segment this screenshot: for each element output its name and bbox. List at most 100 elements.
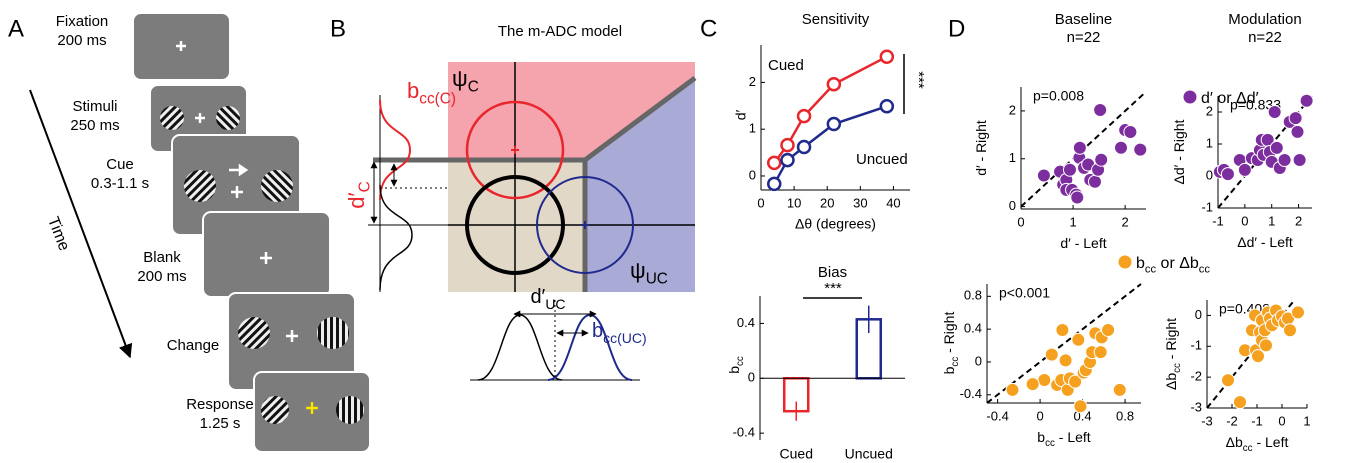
data-point: [1299, 93, 1314, 108]
label-part: cc: [1199, 264, 1211, 276]
x-tick-label: Uncued: [845, 446, 893, 462]
data-point: [1072, 140, 1087, 155]
y-tick-label: 0: [975, 353, 982, 368]
decision-distributions: [368, 95, 640, 381]
label-part: cc(UC): [603, 330, 647, 346]
data-point: [1058, 353, 1073, 368]
data-point: [766, 155, 782, 171]
label-part: b: [407, 78, 419, 103]
y-tick-label: -3: [1190, 399, 1202, 414]
data-point: [1037, 373, 1052, 388]
data-point: [1025, 377, 1040, 392]
data-point: [1114, 140, 1128, 155]
chart-title: Sensitivity: [802, 11, 870, 28]
y-axis-label: Δd′ - Right: [1171, 119, 1187, 184]
x-tick-label: 30: [853, 195, 867, 210]
x-tick-label: 1: [1069, 214, 1076, 229]
data-point: [1068, 374, 1083, 389]
data-point: [826, 116, 842, 132]
y-tick-label: -1: [1201, 199, 1213, 214]
x-tick-label: 0: [1017, 214, 1024, 229]
data-point: [1288, 111, 1303, 126]
y-tick-label: -2: [1190, 369, 1202, 384]
step-name: Fixation: [56, 13, 109, 30]
data-point: [766, 176, 782, 192]
data-point: [1005, 382, 1020, 397]
y-tick-label: 2: [1206, 103, 1213, 118]
sensitivity-label: d′C: [344, 181, 374, 209]
label-part: UC: [646, 271, 668, 288]
x-tick-label: 40: [886, 195, 900, 210]
x-axis-label: d′ - Left: [1060, 235, 1106, 251]
data-point: [1237, 162, 1252, 177]
gratings: [160, 106, 364, 424]
label-part: - Left: [1253, 434, 1289, 450]
label-part: d′ - Left: [1060, 235, 1106, 251]
chart-title: Modulation: [1228, 11, 1301, 28]
label-part: - Right: [941, 312, 957, 357]
data-point: [1062, 162, 1077, 177]
y-tick-label: 0: [1206, 167, 1213, 182]
legend-label: bcc or Δbcc: [1136, 255, 1210, 275]
data-point: [1073, 399, 1088, 414]
significance: ***: [910, 71, 927, 89]
label-part: C: [468, 79, 479, 96]
x-tick-label: 2: [1295, 213, 1302, 228]
x-tick-label: 10: [787, 195, 801, 210]
x-tick-label: 0: [1278, 413, 1285, 428]
x-tick-label: 0: [1241, 213, 1248, 228]
legend-label: d′ or Δd′: [1201, 90, 1259, 107]
label-part: b: [1136, 255, 1145, 272]
x-tick-label: 2: [1122, 214, 1129, 229]
chart-subtitle: n=22: [1248, 29, 1282, 46]
step-duration: 0.3-1.1 s: [91, 175, 149, 192]
data-point: [1087, 174, 1102, 189]
y-tick-label: -0.4: [733, 425, 755, 440]
region-label: ψC: [452, 66, 479, 96]
label-part: Δb: [1226, 434, 1243, 450]
label-part: Δb: [1163, 373, 1179, 390]
time-label: Time: [44, 215, 72, 254]
p-value: p=0.833: [1230, 97, 1281, 113]
x-axis-label: Δθ (degrees): [795, 216, 876, 232]
data-point: [1277, 153, 1292, 167]
x-tick-label: Cued: [780, 446, 813, 462]
x-axis-label: bcc - Left: [1037, 429, 1090, 449]
data-point: [1036, 168, 1051, 183]
y-tick-label: 1: [1009, 150, 1016, 165]
data-point: [1251, 349, 1265, 364]
panel-label: B: [330, 15, 346, 42]
step-name: Change: [167, 337, 220, 354]
label-part: b: [941, 366, 957, 374]
data-point: [1221, 373, 1235, 388]
y-axis-label: d′: [733, 109, 749, 120]
fixation-crosses: [176, 41, 318, 414]
data-point: [1093, 102, 1108, 117]
time-arrow: [29, 89, 133, 359]
data-point: [1233, 395, 1247, 410]
y-axis-label: d′ - Right: [973, 120, 989, 176]
data-point: [1292, 153, 1307, 167]
significance: ***: [824, 280, 842, 297]
data-point: [879, 49, 895, 64]
criterion-label: bcc(UC): [592, 320, 647, 345]
y-tick-label: 0.4: [964, 321, 982, 336]
x-tick-label: 1: [1303, 413, 1310, 428]
label-part: Δd′ - Right: [1171, 119, 1187, 184]
label-part: cc: [1171, 363, 1182, 373]
step-duration: 250 ms: [70, 117, 119, 134]
x-axis-label: Δbcc - Left: [1226, 434, 1289, 454]
y-tick-label: 0: [749, 167, 756, 182]
label-part: UC: [545, 296, 565, 312]
data-point: [1133, 142, 1148, 157]
label-part: d′: [530, 286, 545, 308]
y-tick-label: 1: [1206, 135, 1213, 150]
y-axis-label: bcc - Right: [941, 312, 961, 375]
panel-label: D: [948, 15, 965, 42]
x-tick-label: -3: [1201, 413, 1213, 428]
sensitivity-label: d′UC: [530, 286, 565, 311]
label-part: C: [357, 181, 374, 192]
data-point: [1220, 167, 1235, 182]
model-title: The m-ADC model: [498, 23, 622, 40]
y-tick-label: 0: [748, 370, 755, 385]
